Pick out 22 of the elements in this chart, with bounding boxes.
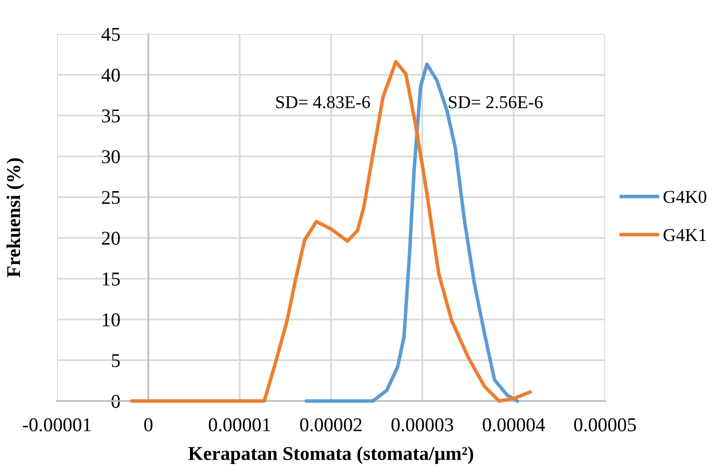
y-tick-label: 15 [102,272,120,286]
x-tick-label: 0.00003 [391,418,454,432]
annotation: SD= 2.56E-6 [448,96,543,108]
x-tick-label: 0 [144,418,152,432]
x-axis-title: Kerapatan Stomata (stomata/µm²) [188,446,474,464]
y-tick-label: 10 [102,313,120,326]
legend-label: G4K1 [664,229,706,242]
y-tick-label: 20 [102,232,120,245]
x-tick-label: 0.00004 [482,418,545,432]
y-tick-label: 5 [112,354,120,368]
y-tick-label: 25 [102,190,120,204]
y-tick-label: 45 [101,28,120,41]
x-tick-label: 0.00001 [208,418,270,432]
y-tick-label: 30 [102,150,120,164]
x-tick-label: 0.00005 [574,418,636,432]
y-tick-label: 40 [101,68,120,82]
annotation: SD= 4.83E-6 [276,96,370,108]
y-axis-title: Frekuensi (%) [6,158,24,278]
y-tick-label: 35 [102,109,120,122]
x-tick-label: -0.00001 [22,418,91,432]
legend-label: G4K0 [664,190,706,203]
x-tick-label: 0.00002 [300,418,362,432]
